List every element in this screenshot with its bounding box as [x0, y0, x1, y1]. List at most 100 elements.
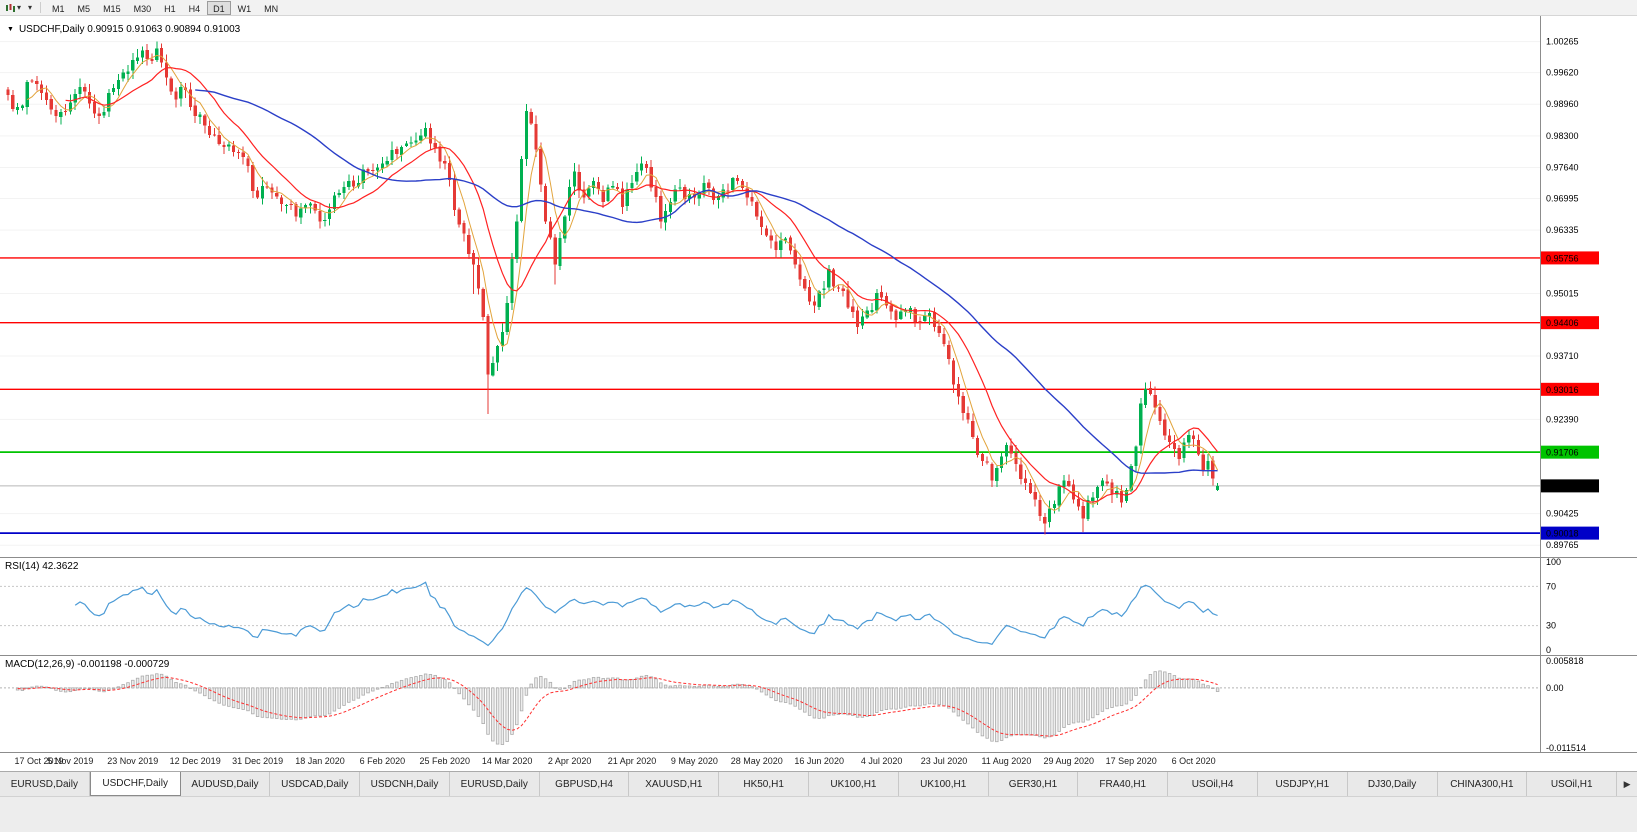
timeframe-button-group: M1 M5 M15 M30 H1 H4 D1 W1 MN — [46, 0, 284, 15]
date-tick-label: 5 Nov 2019 — [47, 756, 94, 766]
chart-tab-ger30-h1[interactable]: GER30,H1 — [988, 772, 1079, 796]
svg-text:0.94406: 0.94406 — [1546, 318, 1579, 328]
rsi-tick-label: 70 — [1546, 581, 1556, 591]
date-tick-label: 28 May 2020 — [730, 756, 783, 766]
date-tick-label: 17 Oct 2019 — [14, 756, 64, 766]
top-toolbar: ▾ ▾ M1 M5 M15 M30 H1 H4 D1 W1 MN — [0, 0, 1637, 16]
price-tick-label: 0.95015 — [1546, 288, 1579, 298]
chart-area[interactable]: 1.00265 0.99620 0.98960 0.98300 0.97640 0.969… — [0, 16, 1637, 753]
chart-tab-uk100-h1[interactable]: UK100,H1 — [898, 772, 989, 796]
price-chart-canvas[interactable]: 1.00265 0.99620 0.98960 0.98300 0.97640 0.969… — [0, 16, 1637, 753]
timeframe-button-m15[interactable]: M15 — [103, 3, 121, 14]
chart-tab-gbpusd-h4[interactable]: GBPUSD,H4 — [539, 772, 630, 796]
price-tick-label: 0.96335 — [1546, 225, 1579, 235]
svg-text:0.90018: 0.90018 — [1546, 529, 1579, 539]
chart-tab-hk50-h1[interactable]: HK50,H1 — [719, 772, 810, 796]
moving-average-13 — [65, 67, 1219, 503]
timeframe-button-m30[interactable]: M30 — [133, 3, 152, 14]
moving-average-40 — [195, 89, 1218, 474]
toolbar-separator — [40, 2, 42, 13]
macd-indicator-label: MACD(12,26,9) -0.001198 -0.000729 — [5, 659, 170, 670]
price-tick-label: 0.97640 — [1546, 163, 1579, 173]
rsi-line — [74, 581, 1218, 647]
chart-tab-uk100-h1[interactable]: UK100,H1 — [809, 772, 899, 796]
price-badge-0.90018: 0.90018 — [1541, 526, 1599, 540]
date-tick-label: 23 Nov 2019 — [107, 756, 159, 766]
price-tick-label: 0.90425 — [1546, 509, 1579, 519]
price-tick-label: 0.96995 — [1546, 193, 1579, 203]
date-tick-label: 16 Jun 2020 — [794, 756, 844, 766]
date-tick-label: 29 Aug 2020 — [1043, 756, 1095, 766]
timeframe-button-m1[interactable]: M1 — [52, 3, 65, 14]
price-badge-0.91003: 0.91003 — [1541, 479, 1599, 493]
price-badge-0.93016: 0.93016 — [1541, 382, 1599, 396]
macd-signal-line — [17, 676, 1218, 737]
macd-histogram — [15, 670, 1220, 745]
price-tick-label: 0.92390 — [1546, 414, 1579, 424]
zoom-menu-button[interactable]: ▾ — [25, 1, 35, 15]
price-tick-label: 0.93710 — [1546, 351, 1579, 361]
date-tick-label: 23 Jul 2020 — [920, 756, 968, 766]
date-tick-label: 9 May 2020 — [670, 756, 718, 766]
svg-text:0.91003: 0.91003 — [1546, 481, 1579, 491]
chart-tab-usdjpy-h1[interactable]: USDJPY,H1 — [1257, 772, 1348, 796]
date-tick-label: 11 Aug 2020 — [981, 756, 1032, 766]
bottom-filler — [0, 796, 1637, 832]
chart-title-text: USDCHF,Daily 0.90915 0.91063 0.90894 0.9… — [18, 24, 241, 35]
macd-tick-label: 0.00 — [1546, 683, 1564, 693]
date-tick-label: 21 Apr 2020 — [607, 756, 657, 766]
price-axis[interactable]: 1.00265 0.99620 0.98960 0.98300 0.97640 0.969… — [1546, 37, 1586, 753]
chart-tab-fra40-h1[interactable]: FRA40,H1 — [1078, 772, 1169, 796]
date-tick-label: 18 Jan 2020 — [295, 756, 345, 766]
price-tick-label: 0.98300 — [1546, 131, 1579, 141]
date-tick-label: 31 Dec 2019 — [232, 756, 284, 766]
price-tick-label: 0.99620 — [1546, 68, 1579, 78]
chart-tab-usdcnh-daily[interactable]: USDCNH,Daily — [360, 772, 450, 796]
date-tick-label: 17 Sep 2020 — [1105, 756, 1157, 766]
date-tick-label: 12 Dec 2019 — [169, 756, 221, 766]
price-gridlines — [0, 41, 1540, 546]
price-tick-label: 0.89765 — [1546, 540, 1579, 550]
chart-tab-usdchf-daily[interactable]: USDCHF,Daily — [89, 772, 181, 796]
chart-tab-eurusd-daily[interactable]: EURUSD,Daily — [0, 772, 90, 796]
timeframe-button-m5[interactable]: M5 — [77, 3, 91, 14]
moving-average-5 — [26, 54, 1219, 511]
zoom-menu-caret-icon: ▾ — [28, 3, 33, 12]
chart-tab-eurusd-daily[interactable]: EURUSD,Daily — [449, 772, 540, 796]
svg-text:0.93016: 0.93016 — [1546, 385, 1579, 395]
price-badge-0.95756: 0.95756 — [1541, 251, 1599, 265]
candlestick-chart-icon — [6, 3, 15, 12]
chart-tab-usoil-h1[interactable]: USOil,H1 — [1527, 772, 1618, 796]
chart-type-button[interactable]: ▾ — [2, 1, 24, 15]
candles — [6, 41, 1220, 535]
rsi-tick-label: 0 — [1546, 645, 1551, 655]
price-badge-0.91706: 0.91706 — [1541, 445, 1599, 459]
date-tick-label: 6 Feb 2020 — [359, 756, 406, 766]
chart-tab-dj30-daily[interactable]: DJ30,Daily — [1347, 772, 1438, 796]
price-tick-label: 1.00265 — [1546, 37, 1579, 47]
timeframe-button-h1[interactable]: H1 — [164, 3, 176, 14]
date-tick-label: 14 Mar 2020 — [481, 756, 533, 766]
chart-marker-icon: ▼ — [7, 26, 14, 33]
rsi-tick-label: 100 — [1546, 557, 1561, 567]
price-tick-label: 0.98960 — [1546, 99, 1579, 109]
timeframe-button-h4[interactable]: H4 — [188, 3, 201, 14]
date-axis[interactable]: 17 Oct 2019 5 Nov 2019 23 Nov 2019 12 Dec 2… — [0, 753, 1637, 771]
date-tick-label: 4 Jul 2020 — [860, 756, 903, 766]
macd-tick-label: -0.011514 — [1546, 743, 1586, 753]
chart-tab-xauusd-h1[interactable]: XAUUSD,H1 — [629, 772, 720, 796]
macd-tick-label: 0.005818 — [1546, 656, 1584, 666]
chart-tab-usdcad-daily[interactable]: USDCAD,Daily — [270, 772, 361, 796]
chart-tab-audusd-daily[interactable]: AUDUSD,Daily — [180, 772, 271, 796]
svg-text:0.95756: 0.95756 — [1546, 253, 1579, 263]
chart-tab-china300-h1[interactable]: CHINA300,H1 — [1437, 772, 1528, 796]
timeframe-button-w1[interactable]: W1 — [237, 3, 252, 14]
timeframe-button-d1[interactable]: D1 — [207, 0, 231, 15]
price-badge-0.94406: 0.94406 — [1541, 316, 1599, 330]
timeframe-button-mn[interactable]: MN — [264, 3, 279, 14]
chart-tab-bar: EURUSD,Daily USDCHF,Daily AUDUSD,Daily USDC… — [0, 771, 1637, 796]
chart-ohlc-title: ▼ USDCHF,Daily 0.90915 0.91063 0.90894 0… — [7, 24, 240, 35]
tab-scroll-right-button[interactable]: ▶ — [1617, 772, 1637, 796]
chart-type-caret-icon: ▾ — [17, 3, 22, 12]
chart-tab-usoil-h4[interactable]: USOil,H4 — [1168, 772, 1258, 796]
